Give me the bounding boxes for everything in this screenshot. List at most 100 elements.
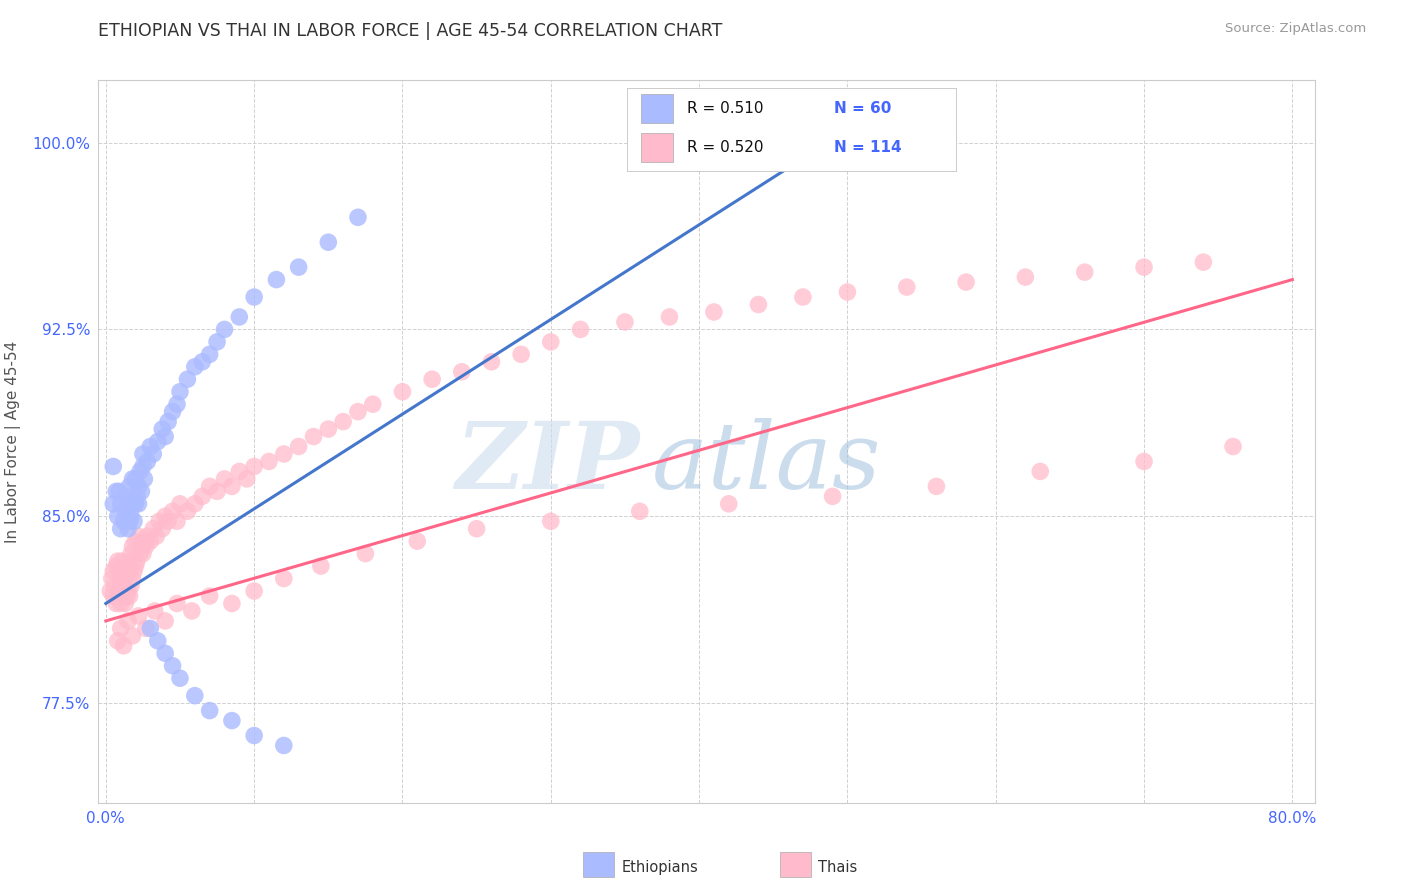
- Point: [105, 484, 128, 499]
- Point: [221, 597, 243, 611]
- Point: [205, 484, 228, 499]
- Point: [150, 522, 173, 536]
- Point: [108, 484, 131, 499]
- Point: [134, 534, 156, 549]
- Point: [221, 479, 243, 493]
- Point: [792, 290, 814, 304]
- Point: [1133, 260, 1156, 274]
- Point: [391, 384, 413, 399]
- Point: [111, 554, 134, 568]
- Text: ZIP: ZIP: [456, 418, 640, 508]
- Point: [139, 621, 162, 635]
- Point: [110, 522, 132, 536]
- Point: [112, 564, 135, 578]
- Point: [162, 658, 184, 673]
- Point: [136, 529, 159, 543]
- Point: [481, 355, 503, 369]
- Point: [214, 472, 236, 486]
- Point: [114, 572, 136, 586]
- Point: [257, 454, 280, 468]
- Point: [110, 572, 132, 586]
- Point: [121, 497, 143, 511]
- Point: [117, 522, 139, 536]
- Point: [287, 260, 309, 274]
- Point: [332, 415, 354, 429]
- Point: [135, 539, 157, 553]
- Point: [540, 334, 562, 349]
- Point: [1192, 255, 1215, 269]
- Point: [309, 559, 332, 574]
- Point: [420, 372, 443, 386]
- Point: [569, 322, 592, 336]
- Point: [127, 497, 149, 511]
- Point: [118, 514, 141, 528]
- Point: [124, 534, 146, 549]
- Point: [166, 514, 188, 528]
- Point: [125, 489, 148, 503]
- Point: [117, 584, 139, 599]
- Point: [613, 315, 636, 329]
- Point: [153, 614, 176, 628]
- Point: [166, 597, 188, 611]
- Point: [157, 514, 180, 528]
- Point: [124, 559, 146, 574]
- Point: [131, 539, 153, 553]
- Point: [198, 589, 221, 603]
- Point: [354, 547, 377, 561]
- Point: [122, 514, 145, 528]
- Point: [510, 347, 533, 361]
- Point: [198, 704, 221, 718]
- Point: [142, 447, 165, 461]
- Point: [153, 429, 176, 443]
- Point: [191, 489, 214, 503]
- Point: [114, 597, 136, 611]
- Point: [214, 322, 236, 336]
- Point: [450, 365, 472, 379]
- Point: [139, 440, 162, 454]
- Point: [148, 514, 170, 528]
- Point: [118, 554, 141, 568]
- Point: [318, 235, 340, 250]
- Point: [1029, 465, 1052, 479]
- Point: [110, 621, 132, 635]
- Point: [191, 355, 214, 369]
- Point: [302, 429, 325, 443]
- Point: [145, 529, 167, 543]
- Point: [243, 729, 266, 743]
- Point: [132, 447, 155, 461]
- Point: [131, 484, 153, 499]
- Point: [184, 497, 207, 511]
- Point: [287, 440, 309, 454]
- Point: [142, 522, 165, 536]
- Point: [121, 539, 143, 553]
- Point: [117, 564, 139, 578]
- Point: [747, 297, 769, 311]
- Point: [703, 305, 725, 319]
- Point: [121, 472, 143, 486]
- Point: [105, 559, 128, 574]
- Point: [135, 621, 157, 635]
- Point: [111, 589, 134, 603]
- Y-axis label: In Labor Force | Age 45-54: In Labor Force | Age 45-54: [6, 341, 21, 542]
- Point: [107, 554, 129, 568]
- Point: [169, 384, 191, 399]
- Point: [150, 422, 173, 436]
- Point: [146, 633, 169, 648]
- Point: [110, 597, 132, 611]
- Point: [105, 597, 128, 611]
- Point: [118, 589, 141, 603]
- Point: [347, 211, 370, 225]
- Text: atlas: atlas: [652, 418, 882, 508]
- Point: [540, 514, 562, 528]
- Point: [157, 415, 180, 429]
- Point: [406, 534, 429, 549]
- Point: [1133, 454, 1156, 468]
- Point: [228, 310, 250, 324]
- Point: [115, 489, 138, 503]
- Text: Thais: Thais: [818, 861, 858, 875]
- Point: [205, 334, 228, 349]
- Point: [107, 509, 129, 524]
- Point: [107, 589, 129, 603]
- Point: [955, 275, 977, 289]
- Point: [120, 509, 142, 524]
